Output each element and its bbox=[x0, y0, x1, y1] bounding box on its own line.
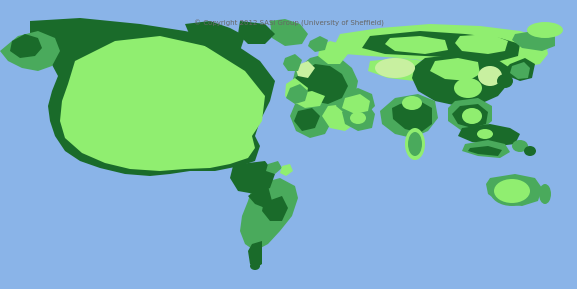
Polygon shape bbox=[308, 36, 328, 52]
Polygon shape bbox=[380, 94, 438, 138]
Polygon shape bbox=[230, 161, 275, 194]
Polygon shape bbox=[292, 54, 358, 111]
Polygon shape bbox=[462, 140, 510, 158]
Ellipse shape bbox=[402, 96, 422, 110]
Ellipse shape bbox=[250, 262, 260, 270]
Polygon shape bbox=[512, 30, 555, 51]
Ellipse shape bbox=[497, 74, 513, 88]
Polygon shape bbox=[280, 164, 293, 176]
Polygon shape bbox=[285, 78, 308, 104]
Polygon shape bbox=[336, 88, 375, 116]
Polygon shape bbox=[295, 64, 348, 104]
Polygon shape bbox=[430, 58, 480, 81]
Polygon shape bbox=[412, 54, 510, 106]
Polygon shape bbox=[290, 101, 332, 138]
Polygon shape bbox=[185, 21, 245, 54]
Polygon shape bbox=[385, 36, 448, 54]
Polygon shape bbox=[286, 84, 308, 104]
Polygon shape bbox=[240, 178, 298, 251]
Polygon shape bbox=[455, 34, 508, 54]
Ellipse shape bbox=[477, 129, 493, 139]
Polygon shape bbox=[295, 61, 315, 78]
Ellipse shape bbox=[462, 108, 482, 124]
Text: © Copyright 2012 SASI Group (University of Sheffield): © Copyright 2012 SASI Group (University … bbox=[193, 20, 384, 27]
Polygon shape bbox=[510, 62, 530, 79]
Polygon shape bbox=[322, 104, 355, 131]
Ellipse shape bbox=[405, 128, 425, 160]
Polygon shape bbox=[362, 31, 520, 61]
Polygon shape bbox=[335, 24, 548, 68]
Polygon shape bbox=[392, 100, 432, 133]
Polygon shape bbox=[262, 196, 288, 221]
Polygon shape bbox=[270, 19, 308, 46]
Polygon shape bbox=[266, 161, 282, 174]
Polygon shape bbox=[448, 98, 492, 131]
Polygon shape bbox=[10, 34, 42, 58]
Ellipse shape bbox=[524, 146, 536, 156]
Polygon shape bbox=[458, 124, 520, 146]
Polygon shape bbox=[60, 36, 265, 171]
Ellipse shape bbox=[494, 179, 530, 203]
Polygon shape bbox=[368, 58, 428, 81]
Polygon shape bbox=[292, 91, 325, 108]
Polygon shape bbox=[452, 104, 488, 128]
Polygon shape bbox=[506, 58, 535, 81]
Polygon shape bbox=[0, 31, 60, 71]
Ellipse shape bbox=[454, 78, 482, 98]
Ellipse shape bbox=[408, 132, 422, 156]
Polygon shape bbox=[486, 174, 542, 206]
Ellipse shape bbox=[490, 176, 534, 206]
Polygon shape bbox=[342, 94, 370, 114]
Polygon shape bbox=[468, 146, 502, 156]
Polygon shape bbox=[318, 41, 348, 64]
Polygon shape bbox=[248, 241, 262, 268]
Ellipse shape bbox=[527, 22, 563, 38]
Ellipse shape bbox=[539, 184, 551, 204]
Polygon shape bbox=[238, 21, 275, 44]
Polygon shape bbox=[248, 186, 272, 208]
Ellipse shape bbox=[478, 66, 502, 86]
Polygon shape bbox=[30, 18, 275, 176]
Ellipse shape bbox=[350, 112, 366, 124]
Polygon shape bbox=[294, 108, 320, 131]
Polygon shape bbox=[283, 54, 302, 71]
Ellipse shape bbox=[512, 140, 528, 152]
Polygon shape bbox=[342, 104, 375, 131]
Ellipse shape bbox=[375, 58, 415, 78]
